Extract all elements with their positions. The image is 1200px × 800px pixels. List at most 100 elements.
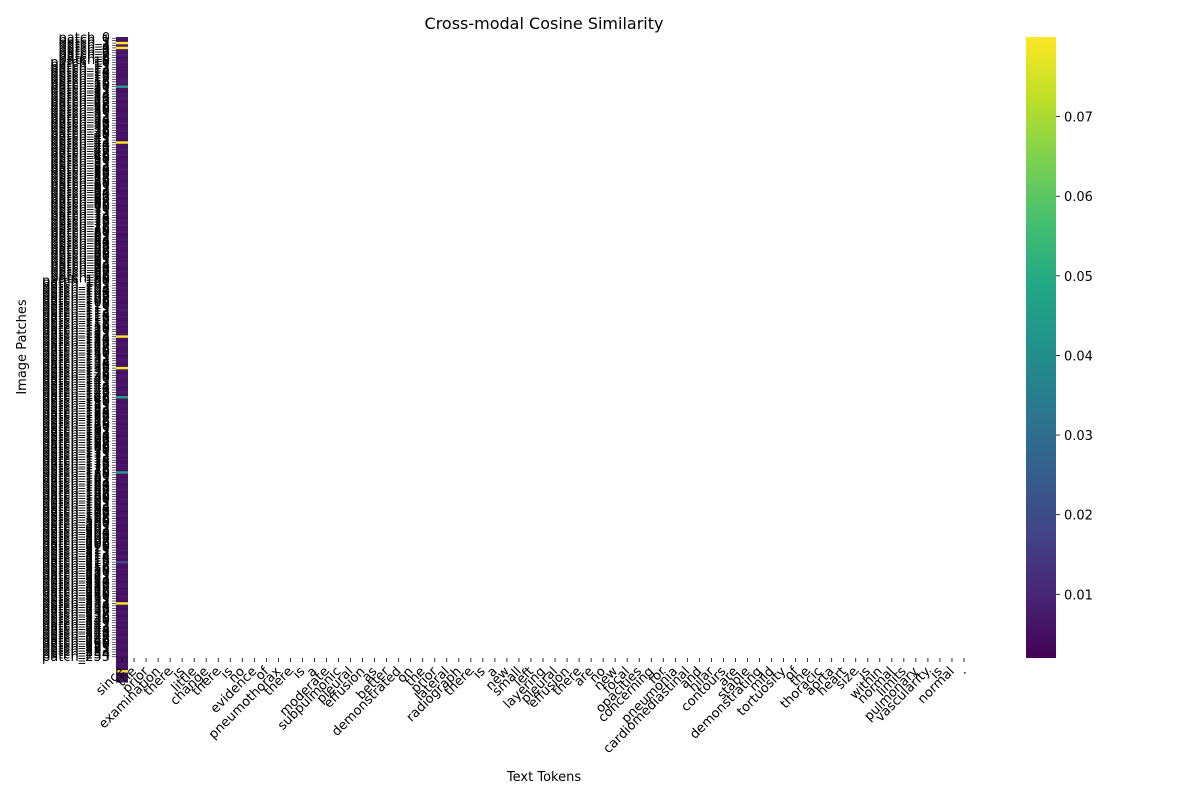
y-tick-label: patch_179 (42, 465, 110, 480)
heatmap-cell (116, 78, 129, 81)
heatmap-cell (116, 46, 129, 50)
heatmap-cell (116, 325, 129, 329)
heatmap-cell (116, 272, 129, 276)
y-tick-label: patch_141 (42, 373, 110, 388)
heatmap-cell (116, 158, 129, 162)
y-tick-label: patch_40 (50, 128, 110, 143)
y-tick-label: patch_197 (42, 509, 110, 524)
y-tick-label: patch_106 (42, 288, 110, 303)
y-tick-label: patch_2 (59, 36, 110, 51)
y-tick-label: patch_67 (50, 194, 110, 209)
y-tick-label: patch_182 (42, 473, 110, 488)
heatmap-cell (116, 677, 129, 681)
heatmap-cell (116, 403, 129, 407)
heatmap-cell (116, 134, 129, 137)
y-tick-label: patch_9 (59, 53, 110, 68)
y-tick-label: patch_27 (50, 97, 110, 112)
heatmap-cell (116, 468, 129, 472)
heatmap-cell (116, 41, 129, 45)
heatmap-cell (116, 221, 129, 225)
heatmap-cell (116, 529, 129, 533)
heatmap-cell (116, 624, 129, 627)
y-tick-label: patch_32 (50, 109, 110, 124)
heatmap-cell (116, 119, 129, 123)
heatmap-cell (116, 645, 129, 649)
y-tick-label: patch_17 (50, 72, 110, 87)
heatmap-cell (116, 541, 129, 545)
y-tick-label: patch_128 (42, 342, 110, 357)
heatmap-cell (116, 599, 129, 603)
heatmap-cell (116, 497, 129, 501)
y-tick-label: patch_132 (42, 351, 110, 366)
heatmap-cell (116, 609, 129, 613)
y-tick-label: patch_61 (50, 179, 110, 194)
y-tick-label: patch_207 (42, 533, 110, 548)
heatmap-cell (116, 607, 129, 610)
y-tick-label: patch_111 (42, 300, 110, 315)
y-tick-label: patch_31 (50, 106, 110, 121)
y-tick-label: patch_21 (50, 82, 110, 97)
y-tick-label: patch_110 (42, 298, 110, 313)
y-tick-label: patch_255 (42, 650, 110, 665)
y-tick-label: patch_62 (50, 182, 110, 197)
heatmap-cell (116, 73, 129, 77)
heatmap-cell (116, 192, 129, 195)
y-tick-label: patch_134 (42, 356, 110, 371)
heatmap-cell (116, 502, 129, 506)
y-tick-label: patch_107 (42, 291, 110, 306)
heatmap-cell (116, 109, 129, 113)
y-tick-label: patch_104 (42, 283, 110, 298)
heatmap-cell (116, 245, 129, 249)
heatmap-cell (116, 223, 129, 227)
heatmap-cell (116, 590, 129, 593)
y-tick-label: patch_202 (42, 521, 110, 536)
heatmap-cell (116, 429, 129, 433)
y-tick-label: patch_161 (42, 422, 110, 437)
heatmap-cell (116, 505, 129, 508)
heatmap-cell (116, 522, 129, 525)
heatmap-cell (116, 228, 129, 232)
y-tick-label: patch_174 (42, 453, 110, 468)
y-tick-label: patch_10 (50, 55, 110, 70)
heatmap-cell (116, 143, 129, 147)
heatmap-cell (116, 328, 129, 331)
y-tick-label: patch_16 (50, 70, 110, 85)
heatmap-cell (116, 456, 129, 460)
y-tick-label: patch_37 (50, 121, 110, 136)
y-tick-label: patch_142 (42, 376, 110, 391)
y-tick-label: patch_6 (59, 46, 110, 61)
y-tick-label: patch_20 (50, 80, 110, 95)
y-tick-label: patch_187 (42, 485, 110, 500)
y-tick-label: patch_29 (50, 102, 110, 117)
heatmap-cell (116, 153, 129, 157)
heatmap-cell (116, 291, 129, 295)
heatmap-cell (116, 289, 129, 293)
heatmap-cell (116, 391, 129, 394)
y-tick-label: patch_206 (42, 531, 110, 546)
heatmap-cell (116, 301, 129, 305)
heatmap-cell (116, 218, 129, 222)
heatmap-cell (116, 233, 129, 237)
heatmap-cell (116, 483, 129, 487)
heatmap-cell (116, 476, 129, 479)
heatmap-cell (116, 330, 129, 334)
heatmap-cell (116, 80, 129, 84)
heatmap-cell (116, 155, 129, 159)
y-tick-label: patch_3 (59, 38, 110, 53)
heatmap-cell (116, 374, 129, 377)
y-tick-label: patch_219 (42, 562, 110, 577)
heatmap-cell (116, 510, 129, 513)
heatmap-cell (116, 369, 129, 373)
heatmap-cell (116, 131, 129, 135)
y-tick-label: patch_177 (42, 461, 110, 476)
heatmap-cell (116, 87, 129, 91)
heatmap-cell (116, 298, 129, 302)
heatmap-cell (116, 342, 129, 346)
heatmap-cell (116, 641, 129, 644)
heatmap-cell (116, 446, 129, 450)
heatmap-cell (116, 408, 129, 411)
y-tick-label: patch_69 (50, 199, 110, 214)
heatmap-cell (116, 337, 129, 341)
y-tick-label: patch_158 (42, 414, 110, 429)
y-tick-label: patch_178 (42, 463, 110, 478)
